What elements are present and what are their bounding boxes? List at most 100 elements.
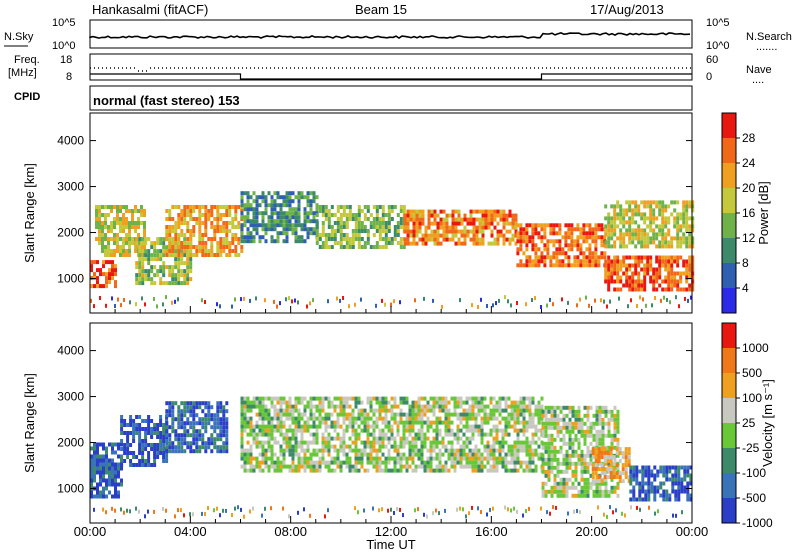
echo-cell bbox=[670, 255, 674, 260]
echo-cell bbox=[522, 263, 526, 268]
echo-cell bbox=[671, 485, 675, 490]
echo-cell bbox=[579, 247, 583, 252]
echo-cell bbox=[204, 421, 208, 426]
echo-cell bbox=[345, 237, 349, 241]
echo-cell bbox=[255, 195, 259, 200]
echo-cell bbox=[565, 489, 569, 494]
echo-cell bbox=[409, 217, 413, 222]
echo-cell bbox=[480, 456, 484, 461]
echo-cell bbox=[210, 221, 214, 225]
echo-cell bbox=[125, 205, 128, 209]
echo-cell bbox=[417, 404, 421, 409]
echo-cell bbox=[258, 404, 262, 409]
echo-cell bbox=[381, 436, 385, 441]
echo-cell bbox=[288, 452, 292, 457]
echo-cell bbox=[378, 233, 382, 237]
echo-cell bbox=[411, 416, 415, 421]
echo-cell bbox=[456, 416, 460, 421]
echo-cell bbox=[411, 404, 415, 409]
echo-cell bbox=[674, 465, 678, 470]
echo-cell bbox=[463, 229, 467, 234]
echo-cell bbox=[504, 460, 508, 465]
echo-cell bbox=[664, 204, 668, 209]
echo-cell bbox=[207, 213, 211, 217]
echo-cell bbox=[628, 208, 632, 213]
echo-cell bbox=[682, 263, 686, 268]
echo-cell bbox=[483, 432, 487, 437]
echo-cell bbox=[640, 244, 644, 249]
echo-cell bbox=[147, 415, 151, 419]
echo-cell bbox=[568, 457, 572, 462]
clutter-cell bbox=[444, 508, 446, 513]
echo-cell bbox=[691, 255, 695, 260]
echo-cell bbox=[378, 444, 382, 449]
echo-cell bbox=[165, 429, 169, 434]
echo-cell bbox=[255, 440, 259, 445]
echo-cell bbox=[354, 420, 358, 425]
echo-cell bbox=[216, 401, 220, 406]
echo-cell bbox=[601, 405, 605, 410]
echo-cell bbox=[249, 444, 253, 449]
echo-cell bbox=[547, 465, 551, 470]
echo-cell bbox=[381, 213, 385, 217]
echo-cell bbox=[270, 400, 274, 405]
echo-cell bbox=[646, 244, 650, 249]
echo-cell bbox=[659, 465, 663, 470]
echo-cell bbox=[588, 263, 592, 268]
echo-cell bbox=[210, 213, 214, 217]
echo-cell bbox=[210, 249, 214, 253]
echo-cell bbox=[445, 213, 449, 218]
echo-cell bbox=[186, 225, 190, 229]
echo-cell bbox=[474, 416, 478, 421]
echo-cell bbox=[514, 229, 518, 234]
echo-cell bbox=[493, 241, 497, 246]
echo-cell bbox=[246, 396, 250, 401]
echo-cell bbox=[474, 400, 478, 405]
echo-cell bbox=[471, 404, 475, 409]
echo-cell bbox=[504, 464, 508, 469]
echo-cell bbox=[216, 409, 220, 414]
echo-cell bbox=[522, 227, 526, 232]
echo-cell bbox=[589, 433, 593, 438]
echo-cell bbox=[285, 231, 289, 236]
echo-cell bbox=[414, 440, 418, 445]
echo-cell bbox=[483, 464, 487, 469]
echo-cell bbox=[537, 444, 541, 449]
echo-cell bbox=[629, 481, 633, 486]
echo-cell bbox=[691, 259, 695, 264]
echo-cell bbox=[477, 408, 481, 413]
echo-cell bbox=[429, 460, 433, 465]
echo-cell bbox=[508, 221, 512, 226]
echo-cell bbox=[423, 432, 427, 437]
echo-cell bbox=[378, 436, 382, 441]
echo-cell bbox=[393, 225, 397, 229]
echo-cell bbox=[513, 424, 517, 429]
echo-cell bbox=[144, 463, 148, 467]
echo-cell bbox=[528, 456, 532, 461]
echo-cell bbox=[189, 405, 193, 410]
echo-cell bbox=[438, 416, 442, 421]
echo-cell bbox=[174, 265, 178, 270]
echo-cell bbox=[646, 232, 650, 237]
echo-cell bbox=[138, 281, 142, 286]
echo-cell bbox=[105, 494, 108, 499]
clutter-cell bbox=[222, 508, 224, 513]
echo-cell bbox=[201, 237, 205, 241]
echo-cell bbox=[150, 241, 154, 246]
echo-cell bbox=[463, 213, 467, 218]
echo-cell bbox=[231, 249, 235, 253]
echo-cell bbox=[99, 458, 102, 463]
clutter-cell bbox=[360, 297, 362, 302]
echo-cell bbox=[213, 417, 217, 422]
echo-cell bbox=[411, 468, 415, 473]
echo-cell bbox=[285, 195, 289, 200]
echo-cell bbox=[433, 213, 437, 218]
echo-cell bbox=[453, 412, 457, 417]
echo-cell bbox=[426, 448, 430, 453]
echo-cell bbox=[656, 473, 660, 478]
echo-cell bbox=[300, 235, 304, 240]
echo-cell bbox=[495, 436, 499, 441]
echo-cell bbox=[683, 465, 687, 470]
echo-cell bbox=[189, 441, 193, 446]
echo-cell bbox=[264, 404, 268, 409]
